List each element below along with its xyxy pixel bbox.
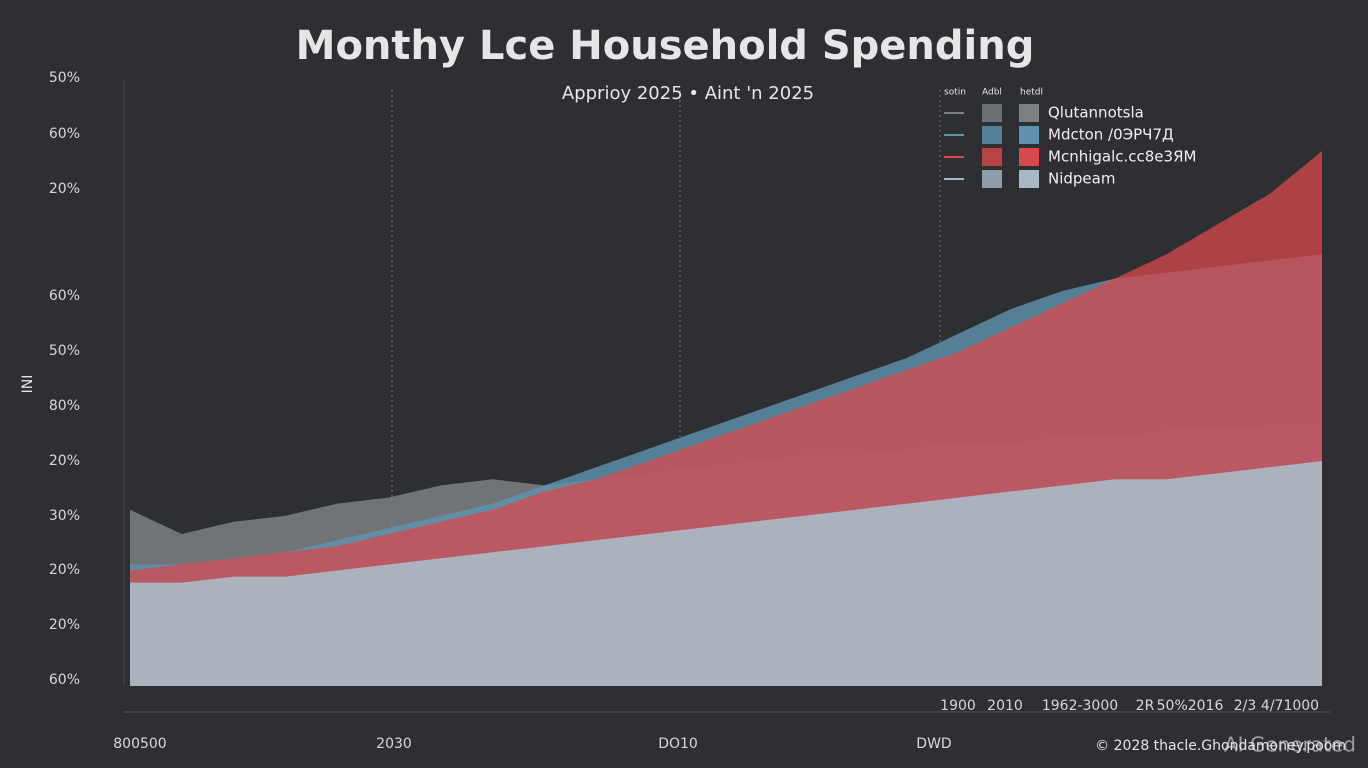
legend-header: sotin [944,88,966,98]
x-secondary-label: 50%2016 [1157,698,1224,714]
y-tick-label: 20% [49,181,80,197]
x-secondary-label: 2010 [987,698,1023,714]
y-tick-label: 60% [49,288,80,304]
legend-swatch [1019,104,1039,122]
x-tick-label: DO10 [658,736,698,752]
legend-swatch [1019,170,1039,188]
x-tick-label: DWD [916,736,951,752]
footer: © 2028 thacle.Ghondamoney.poom [1095,738,1346,754]
y-axis-label: INI [20,375,36,394]
x-secondary-label: 4/71000 [1261,698,1319,714]
y-tick-label: 80% [49,398,80,414]
watermark: AI Generated [1224,733,1356,757]
chart-subtitle: Apprioy 2025 • Aint 'n 2025 [562,83,814,104]
legend-label: Nidpeam [1048,170,1115,188]
y-tick-label: 20% [49,562,80,578]
x-tick-label: 2030 [376,736,412,752]
x-secondary-label: 1962-3000 [1042,698,1118,714]
legend-header: hetdl [1020,88,1043,98]
legend-header: Adbl [982,88,1002,98]
legend-swatch [982,104,1002,122]
x-tick-label: 800500 [113,736,166,752]
y-tick-label: 50% [49,70,80,86]
legend-swatch [982,170,1002,188]
y-tick-label: 30% [49,508,80,524]
y-tick-label: 50% [49,343,80,359]
x-secondary-label: 2R [1136,698,1155,714]
legend-swatch [1019,126,1039,144]
y-tick-label: 20% [49,617,80,633]
area [130,461,1322,686]
legend-swatch [1019,148,1039,166]
legend-swatch [982,126,1002,144]
legend-label: Mdcton /0ЭРЧ7Д [1048,126,1174,144]
legend-label: Qlutannotsla [1048,104,1144,122]
y-tick-label: 60% [49,126,80,142]
legend-label: Mcnhigalc.cc8e3ЯМ [1048,148,1196,166]
y-tick-label: 20% [49,453,80,469]
legend-swatch [982,148,1002,166]
x-secondary-label: 2/3 [1234,698,1257,714]
x-secondary-label: 1900 [940,698,976,714]
chart-title: Monthy Lce Household Spending [296,23,1035,69]
y-tick-label: 60% [49,672,80,688]
plot-area [130,151,1322,687]
